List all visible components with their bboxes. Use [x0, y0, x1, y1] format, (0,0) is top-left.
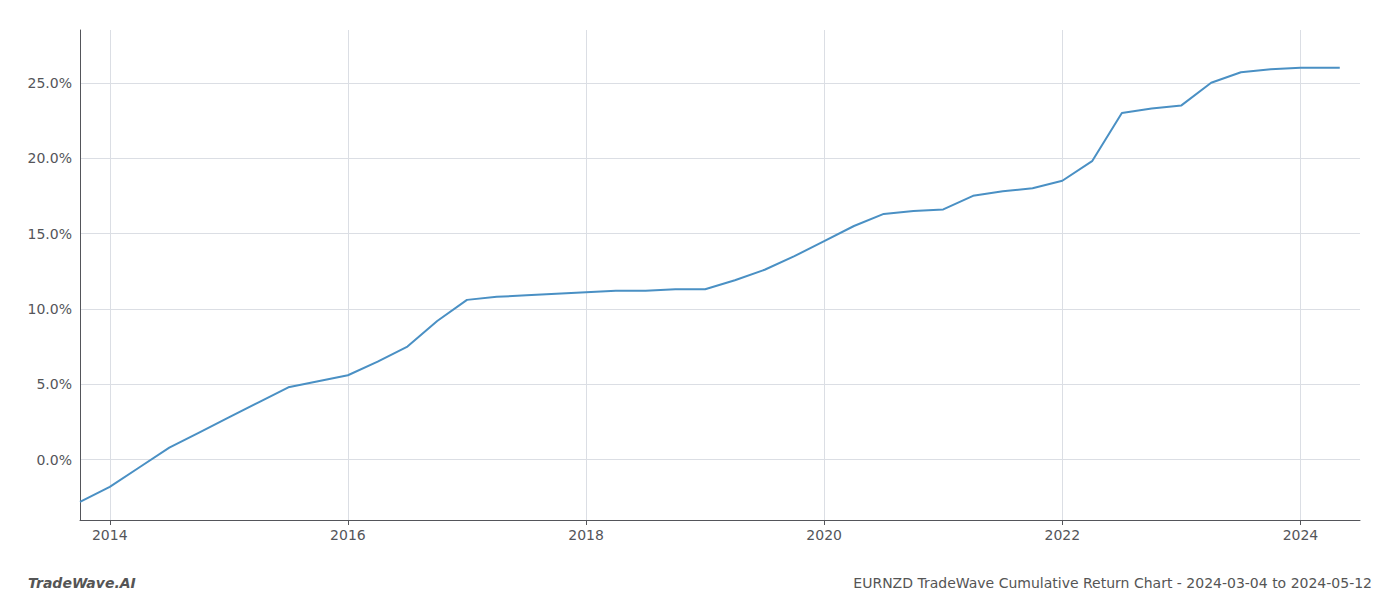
svg-text:EURNZD TradeWave Cumulative Re: EURNZD TradeWave Cumulative Return Chart…: [853, 575, 1372, 591]
svg-text:0.0%: 0.0%: [36, 452, 72, 468]
svg-text:5.0%: 5.0%: [36, 376, 72, 392]
svg-text:TradeWave.AI: TradeWave.AI: [28, 575, 136, 591]
svg-text:2014: 2014: [92, 527, 128, 543]
svg-text:15.0%: 15.0%: [28, 226, 72, 242]
svg-text:25.0%: 25.0%: [28, 75, 72, 91]
svg-text:2018: 2018: [568, 527, 604, 543]
svg-text:2016: 2016: [330, 527, 366, 543]
svg-text:2024: 2024: [1283, 527, 1319, 543]
svg-text:2020: 2020: [806, 527, 842, 543]
svg-text:10.0%: 10.0%: [28, 301, 72, 317]
svg-text:20.0%: 20.0%: [28, 150, 72, 166]
svg-text:2022: 2022: [1045, 527, 1081, 543]
